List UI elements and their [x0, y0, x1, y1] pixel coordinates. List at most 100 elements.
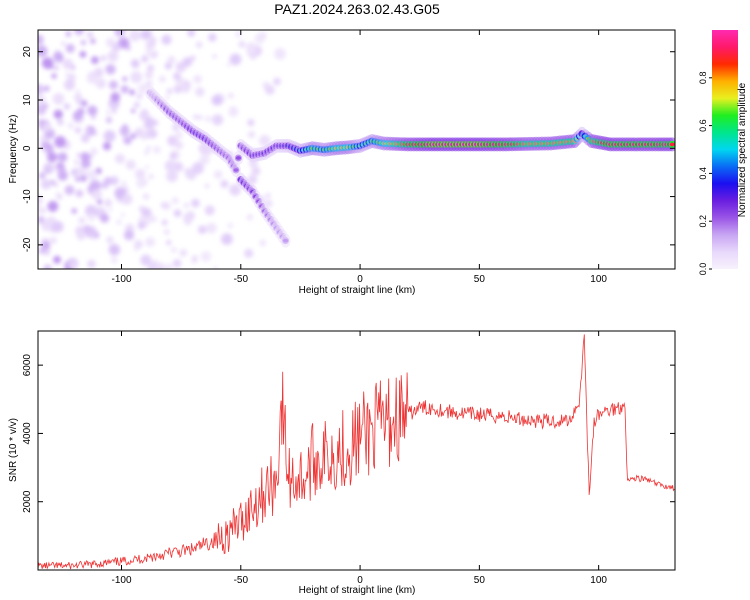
noise-blob: [54, 66, 59, 71]
snr-line: [38, 334, 675, 570]
spectrogram-y-axis-label: Frequency (Hz): [8, 115, 19, 184]
noise-blob: [100, 55, 107, 62]
noise-blob: [43, 85, 50, 92]
noise-blob: [108, 244, 121, 256]
noise-blob: [226, 62, 231, 67]
noise-blob: [78, 216, 86, 225]
noise-blob: [164, 62, 172, 70]
noise-blob: [140, 30, 151, 40]
x-tick-label: -100: [111, 575, 131, 586]
noise-blob: [247, 119, 255, 127]
noise-blob: [125, 159, 136, 170]
noise-blob: [104, 199, 112, 207]
noise-blob: [74, 159, 80, 165]
noise-blob: [141, 55, 149, 63]
noise-blob: [38, 34, 44, 45]
noise-blob: [136, 93, 143, 100]
noise-blob: [228, 106, 239, 117]
noise-blob: [56, 193, 63, 201]
noise-blob: [75, 189, 84, 198]
noise-blob: [129, 30, 141, 42]
noise-blob: [131, 108, 136, 114]
noise-blob: [229, 184, 241, 196]
y-tick-label: 20: [22, 46, 33, 58]
noise-blob: [146, 127, 157, 139]
noise-blob: [197, 115, 203, 120]
noise-blob: [53, 51, 63, 62]
y-tick-label: 0: [22, 145, 33, 151]
noise-blob: [161, 34, 172, 45]
noise-blob: [206, 222, 217, 234]
noise-blob: [71, 208, 77, 214]
noise-blob: [52, 221, 64, 233]
noise-blob: [80, 133, 90, 143]
noise-blob: [80, 100, 88, 107]
noise-blob: [90, 38, 96, 44]
noise-blob: [274, 48, 286, 60]
colorbar-label: Normalized spectral amplitude: [737, 82, 748, 217]
noise-blob: [221, 233, 233, 245]
noise-blob: [173, 209, 182, 218]
noise-blob: [158, 265, 164, 269]
x-tick-label: -50: [234, 274, 249, 285]
y-tick-label: 6000: [22, 354, 33, 377]
noise-blob: [166, 170, 178, 183]
noise-blob: [65, 72, 70, 77]
noise-blob: [130, 58, 140, 68]
noise-blob: [121, 193, 133, 205]
noise-blob: [183, 202, 190, 209]
spectrogram-signal-trace: [145, 85, 675, 248]
colorbar-tick-label: 0.4: [698, 167, 708, 180]
trace-core: [233, 168, 239, 172]
snr-panel: -100 -50 0 50 100 2000 4000 6000 Height of str…: [8, 330, 676, 596]
x-tick-label: 50: [474, 274, 486, 285]
noise-blob: [197, 225, 207, 234]
snr-x-axis-label: Height of straight line (km): [299, 585, 416, 596]
noise-blob: [86, 169, 98, 181]
noise-blob: [164, 95, 170, 100]
noise-blob: [109, 176, 119, 186]
noise-blob: [49, 236, 57, 244]
noise-blob: [204, 183, 210, 189]
noise-blob: [249, 53, 257, 60]
noise-blob: [165, 263, 173, 269]
noise-blob: [144, 117, 156, 129]
noise-blob: [146, 64, 155, 72]
noise-blob: [87, 105, 98, 116]
noise-blob: [163, 229, 170, 235]
noise-blob: [42, 122, 52, 132]
spectrogram-y-ticks: -20 -10 0 10 20: [22, 46, 675, 252]
noise-blob: [134, 168, 146, 180]
noise-blob: [183, 212, 194, 223]
noise-blob: [103, 130, 116, 143]
noise-blob: [80, 158, 91, 169]
noise-blob: [235, 31, 242, 38]
noise-blob: [44, 250, 50, 256]
noise-blob: [166, 88, 173, 95]
noise-blob: [41, 219, 53, 232]
noise-blob: [148, 174, 154, 180]
noise-blob: [119, 126, 130, 137]
noise-blob: [52, 93, 65, 105]
noise-blob: [171, 247, 177, 253]
noise-blob: [102, 142, 112, 151]
colorbar-ticks: 0.0 0.2 0.4 0.6 0.8: [698, 72, 712, 275]
noise-blob: [38, 205, 44, 215]
noise-blob: [63, 103, 71, 110]
noise-blob: [74, 30, 85, 36]
noise-blob: [54, 136, 67, 148]
noise-blob: [179, 249, 188, 257]
noise-blob: [105, 64, 116, 75]
noise-blob: [229, 53, 242, 66]
noise-blob: [134, 127, 144, 138]
noise-blob: [153, 145, 161, 154]
noise-blob: [110, 92, 121, 102]
noise-blob: [140, 254, 152, 266]
snr-y-axis-label: SNR (10 * v/v): [8, 418, 19, 482]
noise-blob: [200, 251, 212, 262]
noise-blob: [130, 71, 143, 84]
noise-blob: [122, 76, 128, 82]
noise-blob: [111, 256, 118, 264]
colorbar-tick-label: 0.8: [698, 72, 708, 85]
noise-blob: [38, 247, 46, 255]
